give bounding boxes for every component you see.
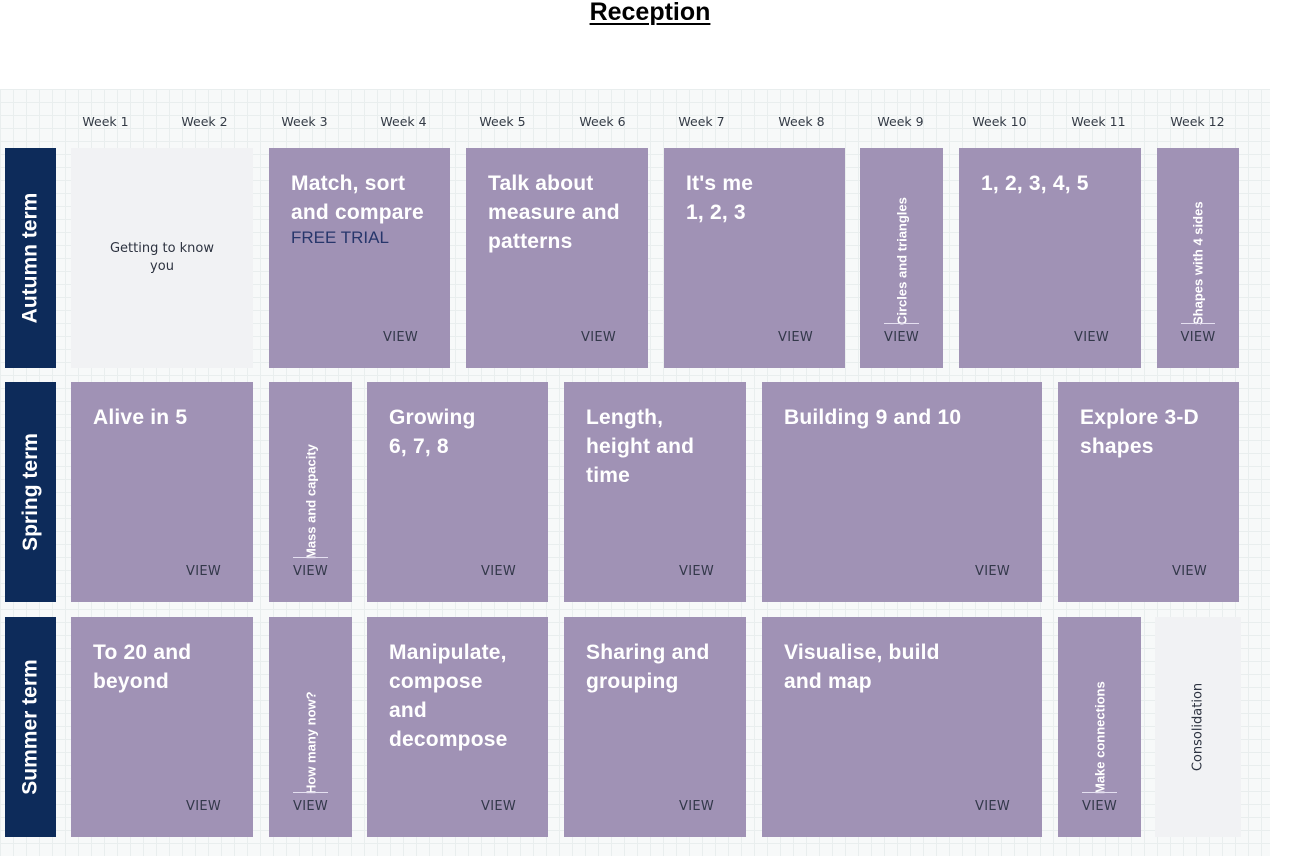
block-visualise-build-map[interactable]: Visualise, build and map VIEW [762, 617, 1042, 837]
view-link[interactable]: VIEW [1172, 564, 1207, 579]
block-manipulate-compose[interactable]: Manipulate, compose and decompose VIEW [367, 617, 548, 837]
block-title: Make connections [1092, 681, 1107, 794]
view-link[interactable]: VIEW [186, 799, 221, 814]
view-link[interactable]: VIEW [581, 330, 616, 345]
view-link[interactable]: VIEW [383, 330, 418, 345]
block-growing-678[interactable]: Growing 6, 7, 8 VIEW [367, 382, 548, 602]
week-header-6: Week 6 [579, 114, 626, 129]
block-title: Building 9 and 10 [784, 406, 962, 429]
view-link[interactable]: VIEW [884, 330, 919, 345]
divider [1082, 792, 1117, 793]
view-link[interactable]: VIEW [481, 564, 516, 579]
week-header-11: Week 11 [1071, 114, 1126, 129]
block-title: Explore 3-D shapes [1080, 406, 1199, 458]
block-talk-about-measure[interactable]: Talk about measure and patterns VIEW [466, 148, 648, 368]
block-length-height-time[interactable]: Length, height and time VIEW [564, 382, 746, 602]
block-title: Consolidation [1190, 682, 1206, 772]
block-circles-triangles[interactable]: Circles and triangles VIEW [860, 148, 943, 368]
block-title: Sharing and grouping [586, 641, 710, 693]
block-alive-in-5[interactable]: Alive in 5 VIEW [71, 382, 253, 602]
view-link[interactable]: VIEW [975, 799, 1010, 814]
block-title: How many now? [303, 691, 318, 794]
block-title: Getting to know you [109, 241, 215, 274]
block-title: Circles and triangles [894, 197, 909, 325]
week-header-5: Week 5 [479, 114, 526, 129]
week-header-1: Week 1 [82, 114, 129, 129]
block-sharing-grouping[interactable]: Sharing and grouping VIEW [564, 617, 746, 837]
view-link[interactable]: VIEW [1180, 330, 1216, 345]
block-match-sort-compare[interactable]: Match, sort and compare FREE TRIAL VIEW [269, 148, 450, 368]
block-title: 1, 2, 3, 4, 5 [981, 172, 1089, 195]
week-header-10: Week 10 [972, 114, 1027, 129]
block-1-to-5[interactable]: 1, 2, 3, 4, 5 VIEW [959, 148, 1141, 368]
term-text: Summer term [18, 659, 42, 795]
block-getting-to-know-you: Getting to know you [71, 148, 253, 368]
free-trial-label[interactable]: FREE TRIAL [291, 228, 389, 247]
week-header-4: Week 4 [380, 114, 427, 129]
block-mass-capacity[interactable]: Mass and capacity VIEW [269, 382, 352, 602]
divider [1181, 323, 1215, 324]
view-link[interactable]: VIEW [679, 799, 714, 814]
block-title: It's me 1, 2, 3 [686, 172, 754, 224]
block-title: Talk about measure and patterns [488, 172, 620, 253]
week-header-3: Week 3 [281, 114, 328, 129]
week-header-9: Week 9 [877, 114, 924, 129]
week-header-7: Week 7 [678, 114, 725, 129]
block-to-20-beyond[interactable]: To 20 and beyond VIEW [71, 617, 253, 837]
block-shapes-4-sides[interactable]: Shapes with 4 sides VIEW [1157, 148, 1239, 368]
block-title: Growing 6, 7, 8 [389, 406, 476, 458]
term-text: Spring term [18, 433, 42, 551]
divider [293, 557, 328, 558]
view-link[interactable]: VIEW [293, 799, 328, 814]
block-explore-3d-shapes[interactable]: Explore 3-D shapes VIEW [1058, 382, 1239, 602]
block-title: Manipulate, compose and decompose [389, 641, 508, 751]
block-title: Length, height and time [586, 406, 695, 487]
week-header-2: Week 2 [181, 114, 228, 129]
week-header-8: Week 8 [778, 114, 825, 129]
term-label-spring: Spring term [5, 382, 56, 602]
divider [884, 323, 919, 324]
page-title: Reception [589, 0, 711, 26]
block-title: Visualise, build and map [784, 641, 940, 693]
view-link[interactable]: VIEW [186, 564, 221, 579]
block-title: Shapes with 4 sides [1190, 201, 1206, 325]
block-consolidation: Consolidation [1155, 617, 1241, 837]
block-title: Alive in 5 [93, 406, 188, 429]
view-link[interactable]: VIEW [1082, 799, 1117, 814]
week-header-12: Week 12 [1170, 114, 1225, 129]
block-title: To 20 and beyond [93, 641, 192, 693]
block-title: Match, sort and compare [291, 172, 424, 224]
block-title: Mass and capacity [303, 444, 318, 559]
term-text: Autumn term [18, 192, 42, 324]
view-link[interactable]: VIEW [1074, 330, 1109, 345]
view-link[interactable]: VIEW [293, 564, 328, 579]
view-link[interactable]: VIEW [679, 564, 714, 579]
block-make-connections[interactable]: Make connections VIEW [1058, 617, 1141, 837]
term-label-autumn: Autumn term [5, 148, 56, 368]
block-building-9-10[interactable]: Building 9 and 10 VIEW [762, 382, 1042, 602]
view-link[interactable]: VIEW [975, 564, 1010, 579]
divider [293, 792, 328, 793]
term-label-summer: Summer term [5, 617, 56, 837]
block-its-me[interactable]: It's me 1, 2, 3 VIEW [664, 148, 845, 368]
block-how-many-now[interactable]: How many now? VIEW [269, 617, 352, 837]
view-link[interactable]: VIEW [778, 330, 813, 345]
view-link[interactable]: VIEW [481, 799, 516, 814]
